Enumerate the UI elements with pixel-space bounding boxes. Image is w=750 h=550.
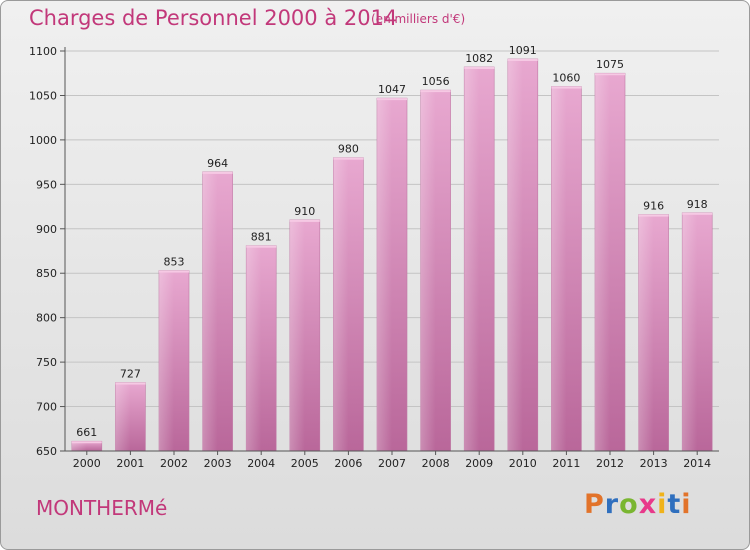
bar-cap bbox=[377, 98, 407, 101]
data-label: 910 bbox=[294, 205, 315, 218]
bar-highlight bbox=[638, 214, 654, 451]
data-label: 1047 bbox=[378, 83, 406, 96]
bar-cap bbox=[71, 441, 102, 444]
bar-cap bbox=[638, 214, 669, 217]
data-label: 727 bbox=[120, 368, 141, 381]
x-tick-label: 2001 bbox=[116, 457, 144, 470]
y-tick-label: 1050 bbox=[29, 89, 57, 102]
x-tick-label: 2005 bbox=[291, 457, 319, 470]
x-tick-label: 2006 bbox=[334, 457, 362, 470]
y-tick-label: 850 bbox=[36, 267, 57, 280]
x-tick-label: 2014 bbox=[683, 457, 711, 470]
bar-highlight bbox=[289, 219, 305, 451]
bar-highlight bbox=[71, 441, 87, 451]
bar-highlight bbox=[377, 98, 392, 451]
bar-cap bbox=[464, 67, 495, 69]
bar-cap bbox=[595, 73, 625, 76]
commune-name: MONTHERMé bbox=[36, 496, 168, 520]
data-label: 918 bbox=[687, 198, 708, 211]
bar-cap bbox=[246, 245, 277, 248]
y-tick-label: 1100 bbox=[29, 45, 57, 58]
bar-highlight bbox=[333, 157, 349, 451]
x-tick-label: 2004 bbox=[247, 457, 275, 470]
logo-letter: i bbox=[681, 489, 692, 520]
bar-cap bbox=[420, 90, 451, 93]
logo-letter: t bbox=[667, 489, 682, 520]
data-label: 881 bbox=[251, 231, 272, 244]
data-label: 916 bbox=[643, 200, 664, 213]
x-tick-label: 2013 bbox=[640, 457, 668, 470]
y-tick-label: 800 bbox=[36, 312, 57, 325]
bar-cap bbox=[115, 382, 146, 385]
bar-cap bbox=[159, 270, 189, 273]
x-tick-label: 2011 bbox=[552, 457, 580, 470]
bar-cap bbox=[551, 86, 582, 89]
y-tick-label: 750 bbox=[36, 356, 57, 369]
data-label: 980 bbox=[338, 143, 359, 156]
y-tick-label: 950 bbox=[36, 178, 57, 191]
x-tick-label: 2003 bbox=[204, 457, 232, 470]
data-label: 1060 bbox=[552, 72, 580, 85]
x-tick-label: 2012 bbox=[596, 457, 624, 470]
chart-subtitle: (en milliers d'€) bbox=[371, 12, 466, 26]
bar-highlight bbox=[464, 67, 480, 451]
logo-letter: i bbox=[657, 489, 668, 520]
data-label: 1082 bbox=[465, 52, 493, 65]
bar-cap bbox=[682, 212, 713, 215]
logo-letter: P bbox=[584, 489, 605, 520]
y-tick-label: 700 bbox=[36, 401, 57, 414]
logo-letter: x bbox=[638, 489, 658, 520]
logo-letter: o bbox=[619, 489, 639, 520]
bar-cap bbox=[333, 157, 364, 160]
bar-highlight bbox=[420, 90, 436, 451]
data-label: 1091 bbox=[509, 44, 537, 57]
bar-highlight bbox=[551, 86, 567, 452]
bar-cap bbox=[289, 219, 320, 222]
logo-letter: r bbox=[604, 489, 620, 520]
x-tick-label: 2010 bbox=[509, 457, 537, 470]
y-tick-label: 1000 bbox=[29, 134, 57, 147]
x-tick-label: 2009 bbox=[465, 457, 493, 470]
bar-highlight bbox=[595, 73, 610, 451]
bar-highlight bbox=[246, 245, 262, 451]
data-label: 1056 bbox=[422, 75, 450, 88]
x-tick-label: 2000 bbox=[73, 457, 101, 470]
data-label: 661 bbox=[76, 426, 97, 439]
bar-highlight bbox=[507, 59, 523, 451]
bar-highlight bbox=[682, 212, 698, 451]
data-label: 964 bbox=[207, 157, 228, 170]
bar-highlight bbox=[115, 382, 131, 451]
bar-highlight bbox=[159, 270, 174, 451]
y-tick-label: 900 bbox=[36, 223, 57, 236]
bar-cap bbox=[202, 171, 233, 174]
x-tick-label: 2002 bbox=[160, 457, 188, 470]
y-tick-label: 650 bbox=[36, 445, 57, 458]
x-tick-label: 2007 bbox=[378, 457, 406, 470]
proxiti-logo: Proxiti bbox=[584, 489, 692, 520]
data-label: 853 bbox=[164, 256, 185, 269]
x-tick-label: 2008 bbox=[422, 457, 450, 470]
chart-title: Charges de Personnel 2000 à 2014 bbox=[29, 6, 398, 30]
bar-highlight bbox=[202, 171, 218, 451]
data-label: 1075 bbox=[596, 58, 624, 71]
bar-cap bbox=[507, 59, 538, 61]
